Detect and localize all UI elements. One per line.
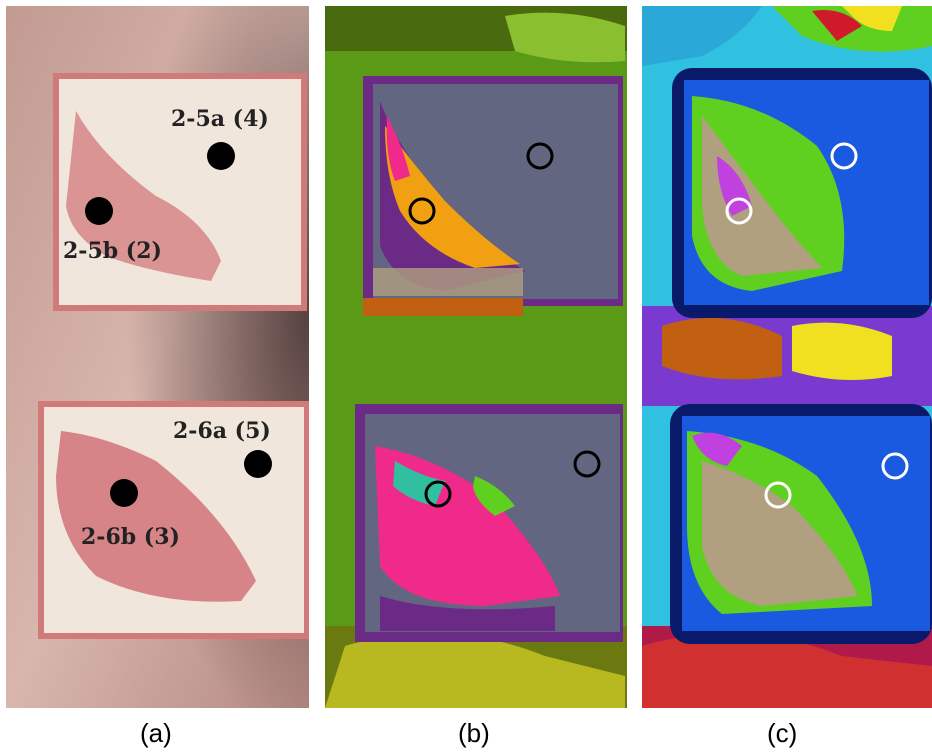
label-2-6b: 2-6b (3) (81, 524, 180, 550)
marker-circle-2-5b (408, 197, 436, 225)
marker-circle-2-6a (881, 452, 909, 480)
segmentation-panel-c (642, 6, 932, 708)
label-2-5a: 2-5a (4) (171, 106, 269, 132)
segmentation-map-c (642, 6, 932, 708)
segmentation-panel-b (325, 6, 627, 708)
marker-circle-2-6b (424, 480, 452, 508)
label-2-5b: 2-5b (2) (63, 238, 162, 264)
marker-circle-2-6b (764, 481, 792, 509)
skin-photo (6, 6, 309, 708)
label-2-6a: 2-6a (5) (173, 418, 271, 444)
caption-a: (a) (140, 718, 172, 748)
caption-c: (c) (767, 718, 798, 748)
marker-circle-2-6a (573, 450, 601, 478)
caption-b: (b) (458, 718, 490, 748)
marker-2-5b (85, 197, 113, 225)
marker-circle-2-5a (830, 142, 858, 170)
marker-circle-2-5a (526, 142, 554, 170)
photo-panel: 2-5a (4) 2-5b (2) 2-6a (5) 2-6b (3) (6, 6, 309, 708)
segmentation-map-b (325, 6, 627, 708)
marker-2-6a (244, 450, 272, 478)
marker-2-6b (110, 479, 138, 507)
marker-circle-2-5b (725, 197, 753, 225)
marker-2-5a (207, 142, 235, 170)
redness-area-2-6 (56, 431, 256, 602)
redness-area-2-5 (66, 111, 221, 281)
